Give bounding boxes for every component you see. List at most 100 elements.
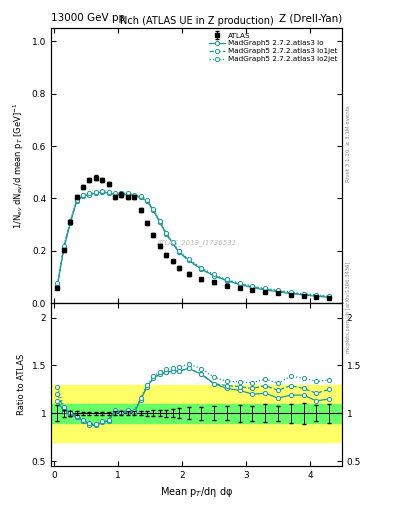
MadGraph5 2.7.2.atlas3 lo1jet <box>145 198 149 204</box>
MadGraph5 2.7.2.atlas3 lo1jet <box>68 219 73 225</box>
MadGraph5 2.7.2.atlas3 lo1jet <box>125 191 130 198</box>
MadGraph5 2.7.2.atlas3 lo2jet <box>145 197 149 203</box>
MadGraph5 2.7.2.atlas3 lo <box>275 289 280 295</box>
MadGraph5 2.7.2.atlas3 lo <box>62 245 66 251</box>
MadGraph5 2.7.2.atlas3 lo1jet <box>94 190 98 196</box>
MadGraph5 2.7.2.atlas3 lo1jet <box>55 282 60 288</box>
MadGraph5 2.7.2.atlas3 lo2jet <box>100 187 105 194</box>
MadGraph5 2.7.2.atlas3 lo2jet <box>132 191 136 198</box>
MadGraph5 2.7.2.atlas3 lo2jet <box>263 285 268 291</box>
MadGraph5 2.7.2.atlas3 lo2jet <box>125 190 130 196</box>
Line: MadGraph5 2.7.2.atlas3 lo: MadGraph5 2.7.2.atlas3 lo <box>55 190 331 300</box>
MadGraph5 2.7.2.atlas3 lo <box>327 294 331 301</box>
MadGraph5 2.7.2.atlas3 lo2jet <box>81 191 85 198</box>
MadGraph5 2.7.2.atlas3 lo1jet <box>164 231 169 237</box>
MadGraph5 2.7.2.atlas3 lo2jet <box>138 193 143 199</box>
MadGraph5 2.7.2.atlas3 lo1jet <box>87 191 92 198</box>
MadGraph5 2.7.2.atlas3 lo2jet <box>55 281 60 287</box>
MadGraph5 2.7.2.atlas3 lo <box>145 198 149 204</box>
MadGraph5 2.7.2.atlas3 lo <box>314 293 319 300</box>
MadGraph5 2.7.2.atlas3 lo2jet <box>301 290 306 296</box>
MadGraph5 2.7.2.atlas3 lo <box>113 191 118 198</box>
MadGraph5 2.7.2.atlas3 lo1jet <box>113 191 118 198</box>
Text: mcplots.cern.ch [arXiv:1306.3436]: mcplots.cern.ch [arXiv:1306.3436] <box>346 262 351 353</box>
Y-axis label: 1/N$_{ev}$ dN$_{ev}$/d mean p$_{T}$ [GeV]$^{-1}$: 1/N$_{ev}$ dN$_{ev}$/d mean p$_{T}$ [GeV… <box>12 102 26 229</box>
MadGraph5 2.7.2.atlas3 lo <box>55 283 60 289</box>
MadGraph5 2.7.2.atlas3 lo1jet <box>250 284 255 290</box>
MadGraph5 2.7.2.atlas3 lo1jet <box>301 291 306 297</box>
MadGraph5 2.7.2.atlas3 lo1jet <box>199 266 204 272</box>
MadGraph5 2.7.2.atlas3 lo <box>81 193 85 199</box>
MadGraph5 2.7.2.atlas3 lo <box>132 193 136 199</box>
MadGraph5 2.7.2.atlas3 lo1jet <box>237 281 242 287</box>
MadGraph5 2.7.2.atlas3 lo2jet <box>170 239 175 245</box>
MadGraph5 2.7.2.atlas3 lo1jet <box>275 288 280 294</box>
MadGraph5 2.7.2.atlas3 lo1jet <box>62 244 66 250</box>
Legend: ATLAS, MadGraph5 2.7.2.atlas3 lo, MadGraph5 2.7.2.atlas3 lo1jet, MadGraph5 2.7.2: ATLAS, MadGraph5 2.7.2.atlas3 lo, MadGra… <box>206 30 340 65</box>
MadGraph5 2.7.2.atlas3 lo1jet <box>132 193 136 199</box>
MadGraph5 2.7.2.atlas3 lo <box>170 240 175 246</box>
MadGraph5 2.7.2.atlas3 lo2jet <box>288 289 293 295</box>
MadGraph5 2.7.2.atlas3 lo <box>138 194 143 200</box>
Line: MadGraph5 2.7.2.atlas3 lo2jet: MadGraph5 2.7.2.atlas3 lo2jet <box>55 188 331 298</box>
MadGraph5 2.7.2.atlas3 lo <box>301 292 306 298</box>
MadGraph5 2.7.2.atlas3 lo2jet <box>151 206 156 212</box>
MadGraph5 2.7.2.atlas3 lo1jet <box>186 257 191 263</box>
MadGraph5 2.7.2.atlas3 lo2jet <box>250 283 255 289</box>
MadGraph5 2.7.2.atlas3 lo <box>119 191 124 198</box>
MadGraph5 2.7.2.atlas3 lo2jet <box>113 190 118 196</box>
MadGraph5 2.7.2.atlas3 lo1jet <box>263 286 268 292</box>
MadGraph5 2.7.2.atlas3 lo2jet <box>327 293 331 300</box>
MadGraph5 2.7.2.atlas3 lo1jet <box>157 219 162 225</box>
MadGraph5 2.7.2.atlas3 lo <box>199 266 204 272</box>
MadGraph5 2.7.2.atlas3 lo <box>263 287 268 293</box>
MadGraph5 2.7.2.atlas3 lo2jet <box>68 218 73 224</box>
MadGraph5 2.7.2.atlas3 lo <box>125 191 130 198</box>
MadGraph5 2.7.2.atlas3 lo <box>87 191 92 198</box>
MadGraph5 2.7.2.atlas3 lo1jet <box>119 191 124 198</box>
MadGraph5 2.7.2.atlas3 lo2jet <box>87 190 92 196</box>
MadGraph5 2.7.2.atlas3 lo <box>100 189 105 195</box>
MadGraph5 2.7.2.atlas3 lo1jet <box>212 273 217 279</box>
MadGraph5 2.7.2.atlas3 lo2jet <box>119 190 124 196</box>
MadGraph5 2.7.2.atlas3 lo <box>288 290 293 296</box>
MadGraph5 2.7.2.atlas3 lo <box>176 249 181 255</box>
MadGraph5 2.7.2.atlas3 lo2jet <box>186 255 191 262</box>
MadGraph5 2.7.2.atlas3 lo2jet <box>62 243 66 249</box>
MadGraph5 2.7.2.atlas3 lo <box>151 207 156 214</box>
Line: MadGraph5 2.7.2.atlas3 lo1jet: MadGraph5 2.7.2.atlas3 lo1jet <box>55 190 331 299</box>
MadGraph5 2.7.2.atlas3 lo <box>74 198 79 204</box>
Text: 13000 GeV pp: 13000 GeV pp <box>51 13 125 23</box>
MadGraph5 2.7.2.atlas3 lo <box>157 219 162 225</box>
MadGraph5 2.7.2.atlas3 lo2jet <box>212 271 217 278</box>
MadGraph5 2.7.2.atlas3 lo1jet <box>327 294 331 300</box>
Text: Rivet 3.1.10, ≥ 3.1M events: Rivet 3.1.10, ≥ 3.1M events <box>346 105 351 182</box>
Y-axis label: Ratio to ATLAS: Ratio to ATLAS <box>17 354 26 415</box>
X-axis label: Mean p$_{T}$/dη dφ: Mean p$_{T}$/dη dφ <box>160 485 233 499</box>
MadGraph5 2.7.2.atlas3 lo1jet <box>176 249 181 255</box>
MadGraph5 2.7.2.atlas3 lo <box>237 282 242 288</box>
MadGraph5 2.7.2.atlas3 lo <box>106 190 111 196</box>
MadGraph5 2.7.2.atlas3 lo1jet <box>224 277 229 283</box>
MadGraph5 2.7.2.atlas3 lo <box>250 285 255 291</box>
MadGraph5 2.7.2.atlas3 lo <box>186 257 191 263</box>
MadGraph5 2.7.2.atlas3 lo2jet <box>164 229 169 236</box>
MadGraph5 2.7.2.atlas3 lo <box>212 273 217 279</box>
MadGraph5 2.7.2.atlas3 lo2jet <box>94 189 98 195</box>
MadGraph5 2.7.2.atlas3 lo1jet <box>288 290 293 296</box>
MadGraph5 2.7.2.atlas3 lo <box>224 278 229 284</box>
MadGraph5 2.7.2.atlas3 lo1jet <box>100 189 105 195</box>
MadGraph5 2.7.2.atlas3 lo2jet <box>157 218 162 224</box>
MadGraph5 2.7.2.atlas3 lo2jet <box>199 265 204 271</box>
MadGraph5 2.7.2.atlas3 lo1jet <box>74 198 79 204</box>
MadGraph5 2.7.2.atlas3 lo2jet <box>224 276 229 283</box>
MadGraph5 2.7.2.atlas3 lo1jet <box>81 193 85 199</box>
MadGraph5 2.7.2.atlas3 lo2jet <box>106 189 111 195</box>
Title: Nch (ATLAS UE in Z production): Nch (ATLAS UE in Z production) <box>119 16 274 26</box>
MadGraph5 2.7.2.atlas3 lo <box>94 190 98 196</box>
MadGraph5 2.7.2.atlas3 lo1jet <box>138 194 143 200</box>
MadGraph5 2.7.2.atlas3 lo2jet <box>74 197 79 203</box>
Text: ATLAS_2019_I1736531: ATLAS_2019_I1736531 <box>156 240 237 246</box>
MadGraph5 2.7.2.atlas3 lo1jet <box>314 293 319 299</box>
MadGraph5 2.7.2.atlas3 lo2jet <box>176 248 181 254</box>
